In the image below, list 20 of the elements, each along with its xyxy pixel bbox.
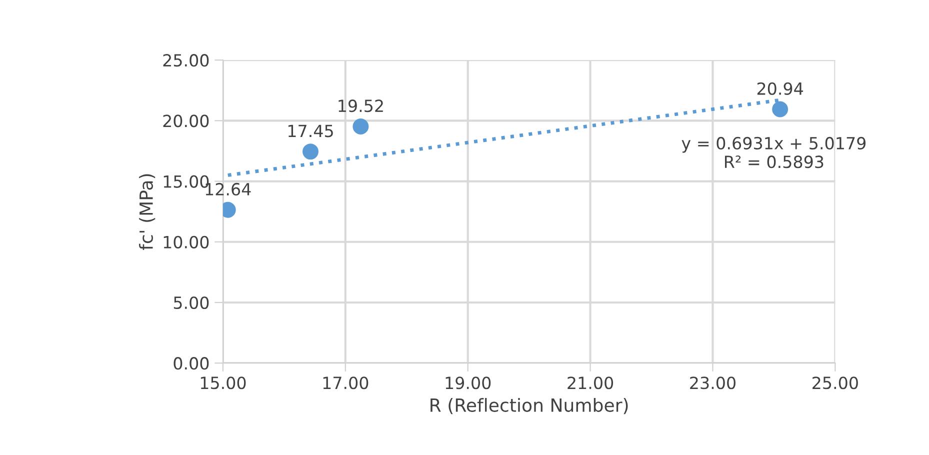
x-tick-label: 21.00 (568, 376, 614, 390)
point (352, 118, 369, 134)
x-tick-label: 25.00 (812, 376, 858, 390)
data-label: 17.45 (288, 124, 333, 138)
point (772, 101, 788, 118)
data-label: 19.52 (338, 100, 383, 112)
y-tick-label: 20.00 (163, 114, 209, 128)
x-tick-label: 17.00 (323, 376, 368, 390)
y-axis-title: fc' (MPa) (139, 174, 156, 250)
point (302, 144, 318, 160)
x-tick-label: 19.00 (446, 376, 491, 390)
x-axis-title: R (Reflection Number) (430, 398, 628, 414)
annotation: y = 0.6931x + 5.0179 R² = 0.5893 (682, 136, 866, 168)
x-tick-label: 15.00 (200, 376, 246, 390)
x-tick-label: 23.00 (690, 376, 736, 390)
data-label: 20.94 (757, 82, 803, 95)
y-tick-label: 25.00 (163, 54, 209, 67)
y-tick-label: 0.00 (174, 357, 209, 370)
y-tick-label: 5.00 (174, 296, 209, 310)
y-tick-label: 10.00 (164, 236, 209, 248)
